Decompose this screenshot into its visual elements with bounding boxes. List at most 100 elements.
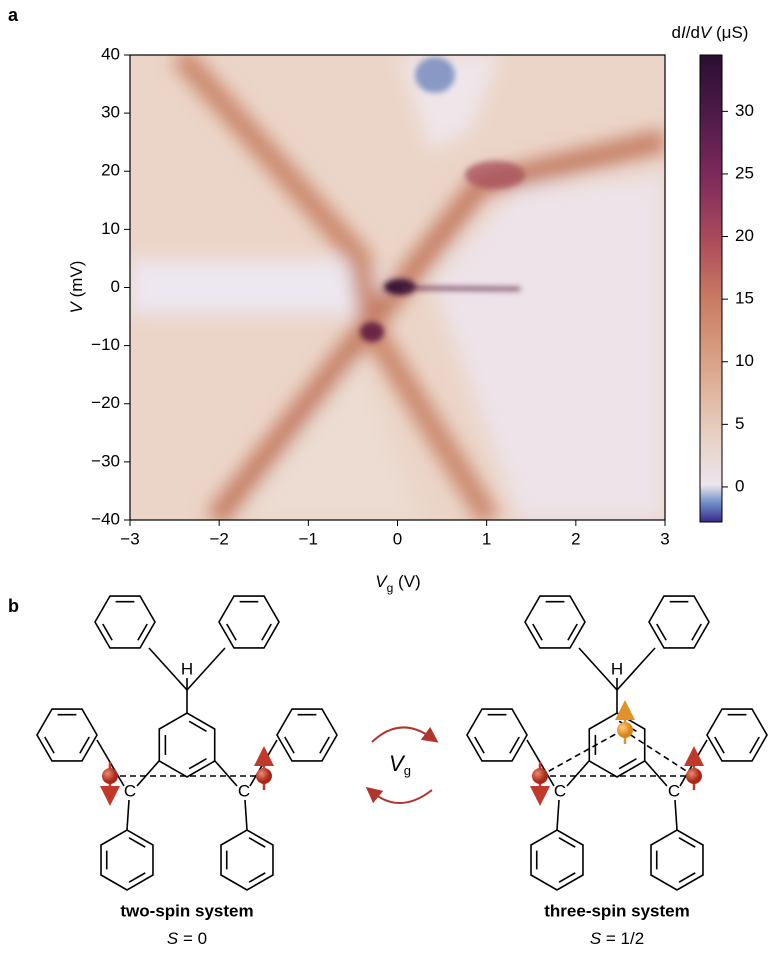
y-label-unit: (mV)	[67, 261, 86, 303]
arrow	[371, 726, 439, 743]
bond	[566, 760, 590, 787]
double-bond	[678, 872, 696, 883]
electron	[686, 768, 702, 784]
caption: three-spin system	[544, 901, 690, 920]
y-tick-label: 10	[101, 219, 120, 238]
double-bond	[137, 623, 148, 641]
double-bond	[558, 837, 576, 848]
electron	[532, 768, 548, 784]
ring	[36, 708, 98, 762]
ring	[648, 595, 710, 649]
panel-label: a	[8, 5, 19, 25]
gate-label: Vg	[389, 751, 411, 779]
cbar-label-part: I	[681, 23, 686, 42]
ring	[530, 829, 584, 891]
double-bond	[226, 623, 237, 641]
x-tick-label: 3	[660, 529, 669, 548]
atom-label: C	[238, 781, 250, 800]
spin-value: = 0	[178, 929, 207, 948]
colorbar-tick-label: 0	[735, 476, 744, 495]
double-bond	[618, 758, 637, 770]
spin-symbol: S	[590, 929, 602, 948]
double-bond	[261, 623, 272, 641]
bond	[622, 729, 695, 777]
spin-label: S = 0	[167, 929, 207, 948]
double-bond	[474, 736, 485, 754]
double-bond	[567, 623, 578, 641]
x-tick-label: 0	[393, 529, 402, 548]
x-label-subscript: g	[387, 581, 394, 595]
double-bond	[188, 758, 207, 770]
heatmap	[130, 55, 665, 520]
ring	[276, 708, 338, 762]
x-tick-label: −3	[120, 529, 139, 548]
colorbar	[699, 54, 723, 523]
atom-label: C	[124, 781, 136, 800]
double-bond	[102, 623, 113, 641]
ring	[218, 595, 280, 649]
bond	[556, 799, 560, 831]
colorbar-label: dI/dV (μS)	[672, 23, 749, 42]
colorbar-tick-label: 30	[735, 101, 754, 120]
y-label-symbol: V	[67, 300, 86, 313]
colorbar-tick-label: 20	[735, 226, 754, 245]
x-label-symbol: V	[375, 572, 388, 591]
atom-label: H	[611, 659, 623, 678]
double-bond	[248, 837, 266, 848]
gate-subscript: g	[404, 763, 411, 778]
double-bond	[44, 736, 55, 754]
bond	[578, 647, 618, 691]
x-tick-label: −2	[209, 529, 228, 548]
x-label-unit: (V)	[393, 572, 420, 591]
bond	[644, 760, 668, 787]
y-tick-label: −40	[91, 509, 120, 528]
y-tick-label: 30	[101, 103, 120, 122]
atom-label: H	[181, 659, 193, 678]
cbar-label-part: V	[700, 23, 713, 42]
double-bond	[558, 872, 576, 883]
double-bond	[678, 837, 696, 848]
double-bond	[284, 736, 295, 754]
bond	[674, 799, 678, 831]
double-bond	[691, 623, 702, 641]
double-bond	[532, 623, 543, 641]
cbar-label-part: d	[672, 23, 681, 42]
bond	[214, 760, 238, 787]
y-axis-label: V (mV)	[67, 261, 86, 314]
bond	[136, 760, 160, 787]
double-bond	[656, 623, 667, 641]
bond	[186, 647, 226, 691]
spin-label: S = 1/2	[590, 929, 644, 948]
y-tick-label: −10	[91, 335, 120, 354]
cbar-label-part: (μS)	[711, 23, 748, 42]
y-tick-label: −20	[91, 393, 120, 412]
colorbar-tick-label: 10	[735, 351, 754, 370]
electron	[617, 722, 633, 738]
arrow	[365, 786, 433, 804]
spin-symbol: S	[167, 929, 179, 948]
bond	[539, 729, 624, 777]
double-bond	[79, 736, 90, 754]
x-tick-label: 2	[571, 529, 580, 548]
x-tick-label: 1	[482, 529, 491, 548]
atom-label: C	[554, 781, 566, 800]
electron	[256, 768, 272, 784]
spin-value: = 1/2	[601, 929, 644, 948]
y-tick-label: 20	[101, 161, 120, 180]
panel-label: b	[8, 596, 19, 616]
ring	[588, 712, 646, 778]
colorbar-tick-label: 25	[735, 163, 754, 182]
ring	[524, 595, 586, 649]
gate-symbol: V	[389, 751, 406, 776]
x-tick-label: −1	[299, 529, 318, 548]
bond	[148, 647, 188, 691]
colorbar-tick-label: 15	[735, 289, 754, 308]
double-bond	[188, 720, 207, 732]
double-bond	[128, 837, 146, 848]
double-bond	[714, 736, 725, 754]
ring	[706, 708, 768, 762]
colorbar-tick-label: 5	[735, 414, 744, 433]
ring	[94, 595, 156, 649]
